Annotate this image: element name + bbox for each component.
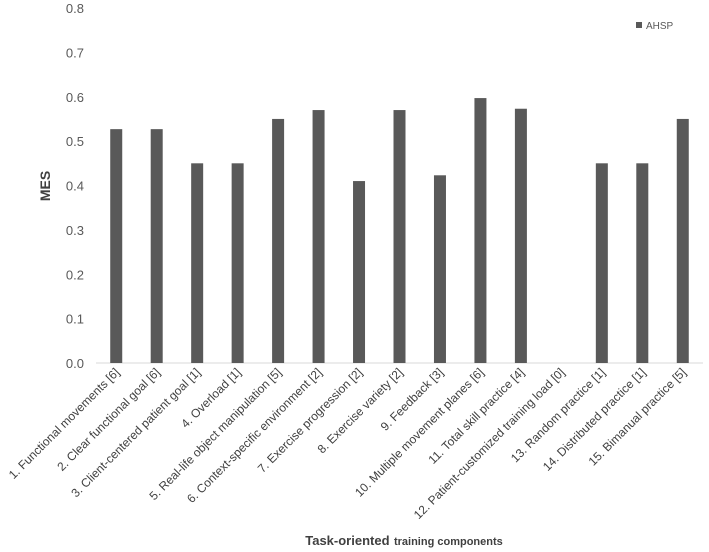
- y-tick-label: 0.5: [66, 134, 84, 149]
- x-axis-label: Task-oriented training components: [305, 532, 503, 549]
- bar: [636, 163, 649, 363]
- y-tick-label: 0.7: [66, 45, 84, 60]
- bar: [514, 108, 527, 363]
- y-tick-label: 0.2: [66, 267, 84, 282]
- bar: [474, 98, 487, 364]
- bar: [191, 163, 204, 363]
- y-tick-label: 0.0: [66, 356, 84, 371]
- x-axis-category-labels: 1. Functional movements [6]2. Clear func…: [6, 365, 689, 522]
- bar: [150, 129, 163, 363]
- bar: [595, 163, 608, 363]
- y-tick-label: 0.8: [66, 1, 84, 16]
- legend: AHSP: [636, 21, 674, 32]
- bar: [676, 118, 689, 363]
- y-tick-label: 0.4: [66, 179, 84, 194]
- bar: [353, 181, 366, 363]
- x-axis-label-main: Task-oriented: [305, 533, 389, 548]
- bar: [433, 175, 446, 363]
- bar: [272, 118, 285, 363]
- bar: [110, 129, 123, 363]
- bars: [110, 98, 689, 364]
- bar: [312, 110, 325, 363]
- bar: [393, 110, 406, 363]
- y-tick-label: 0.6: [66, 90, 84, 105]
- y-axis-label: MES: [37, 171, 53, 201]
- y-tick-label: 0.3: [66, 223, 84, 238]
- y-tick-label: 0.1: [66, 312, 84, 327]
- x-category-label: 12. Patient-customized training load [0]: [411, 365, 568, 522]
- legend-swatch: [636, 22, 642, 28]
- legend-label: AHSP: [646, 21, 674, 32]
- x-axis-label-sub: training components: [394, 536, 503, 548]
- bar: [231, 163, 244, 363]
- y-axis-ticks: 0.0 0.1 0.2 0.3 0.4 0.5 0.6 0.7 0.8: [66, 1, 84, 371]
